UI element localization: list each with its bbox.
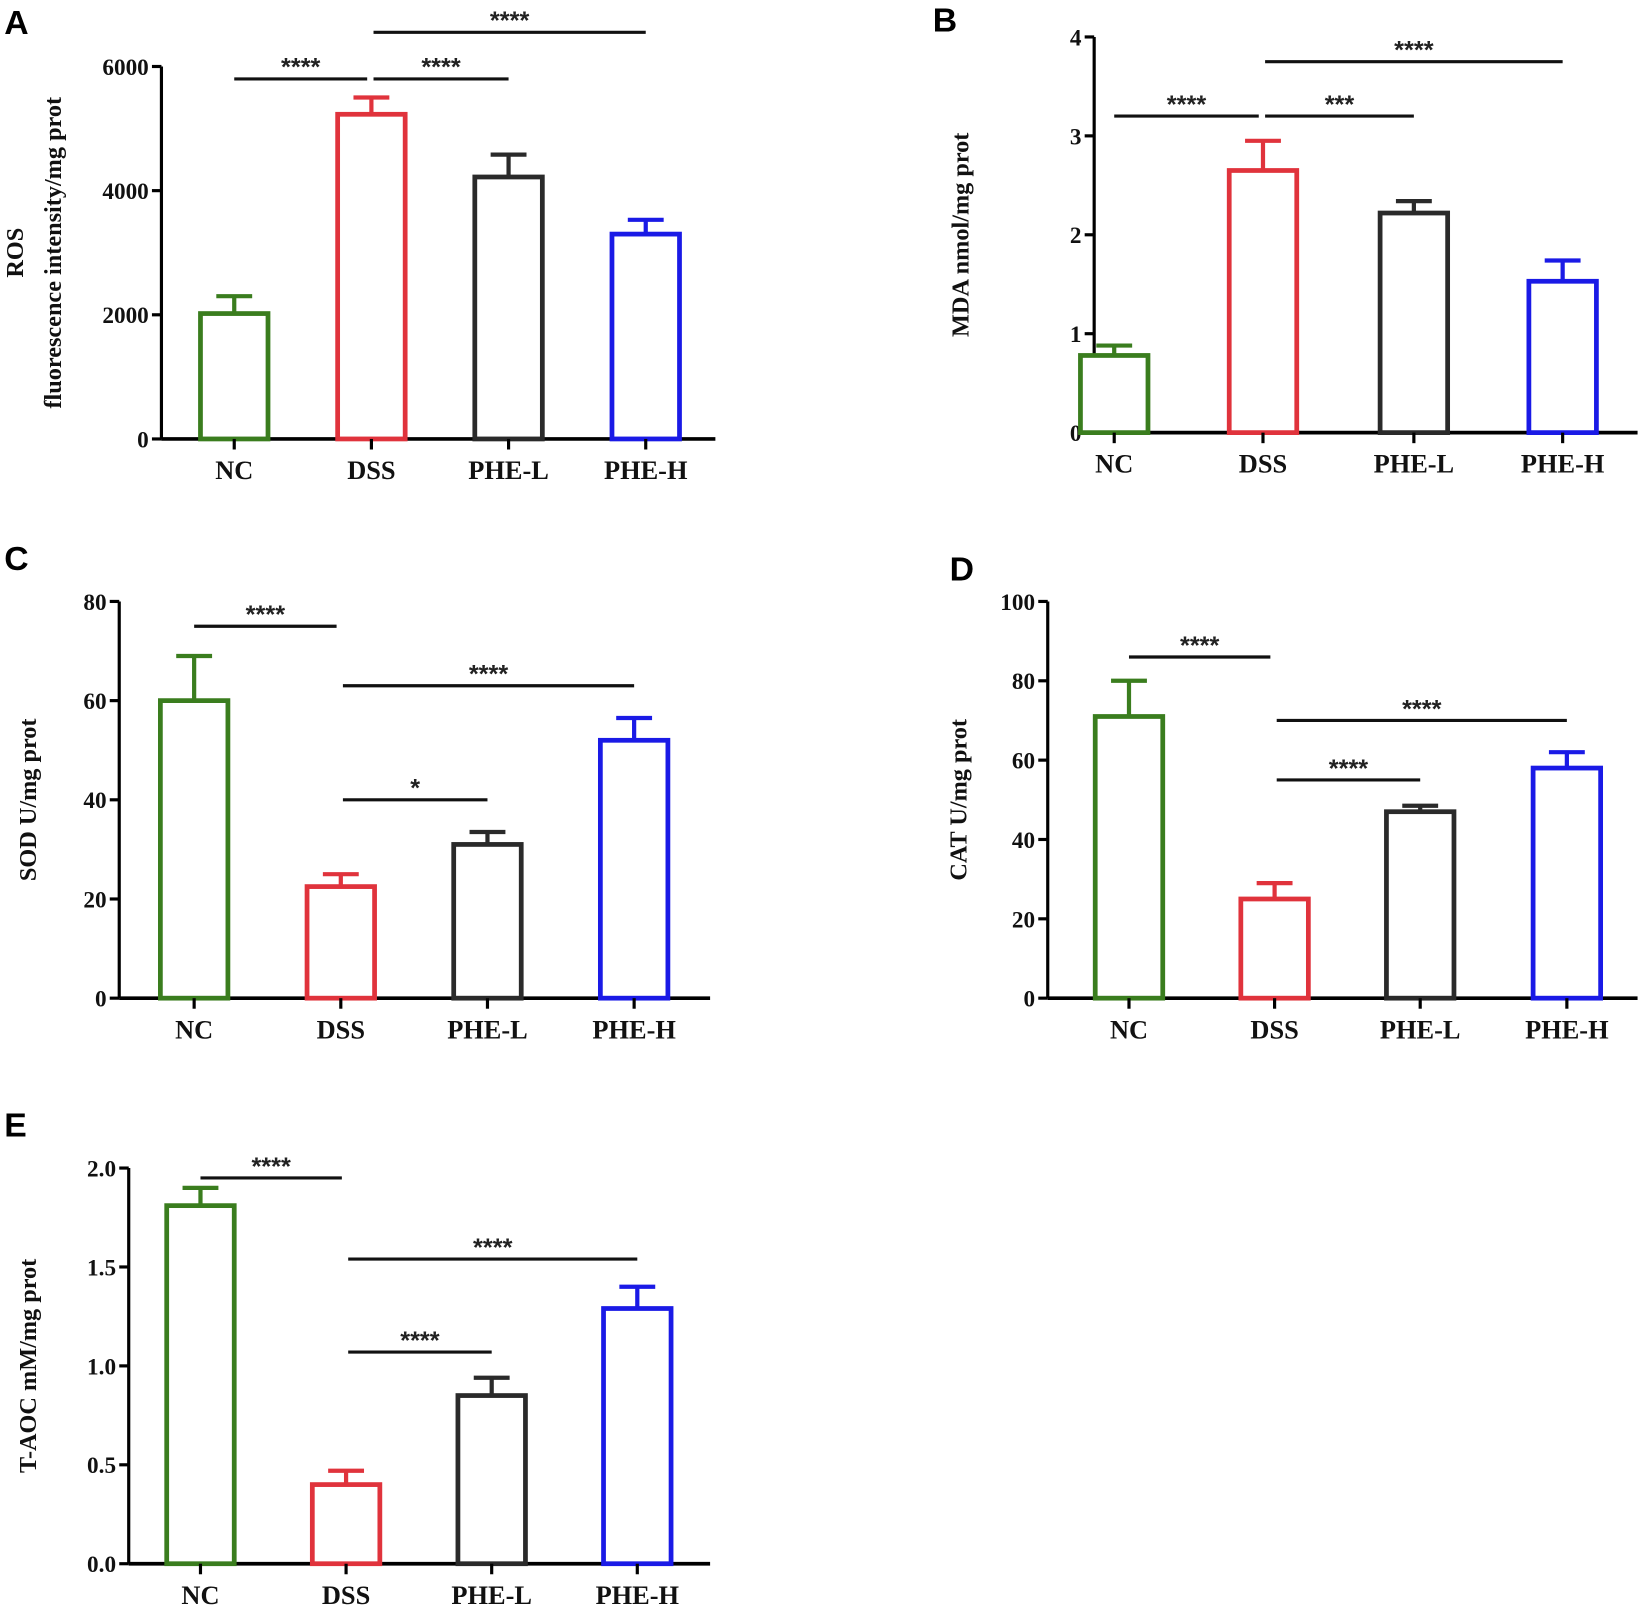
x-tick-label: DSS bbox=[322, 1581, 370, 1607]
significance-label: **** bbox=[1394, 37, 1434, 65]
y-axis-label: SOD U/mg prot bbox=[15, 719, 42, 882]
y-tick-label: 1.5 bbox=[87, 1255, 116, 1281]
y-tick-label: 60 bbox=[1012, 749, 1035, 775]
y-tick-label: 60 bbox=[83, 689, 106, 715]
y-tick-label: 0.0 bbox=[87, 1552, 116, 1578]
panel-letter: E bbox=[4, 1106, 27, 1144]
x-tick-label: PHE-H bbox=[604, 456, 688, 485]
bar-dss bbox=[335, 111, 408, 442]
x-tick-label: PHE-L bbox=[1380, 1015, 1461, 1044]
significance-label: **** bbox=[400, 1327, 440, 1355]
significance-label: **** bbox=[251, 1153, 291, 1181]
panel-letter: C bbox=[4, 540, 28, 578]
significance-label: **** bbox=[281, 54, 321, 82]
bar-phe-h bbox=[601, 1306, 674, 1567]
y-tick-label: 40 bbox=[1012, 828, 1035, 854]
significance-label: **** bbox=[1402, 695, 1442, 723]
significance-label: *** bbox=[1325, 91, 1355, 119]
y-tick-label: 0.5 bbox=[87, 1453, 116, 1479]
chart-panel-B: B 0 1 2 3 4 MDA nmol/mg prot NC DSS PHE-L PHE-H ***… bbox=[933, 2, 1638, 479]
bar-phe-h bbox=[1530, 765, 1604, 1001]
bar-dss bbox=[1226, 168, 1300, 435]
x-tick-label: PHE-H bbox=[1521, 450, 1605, 479]
x-tick-label: PHE-L bbox=[451, 1581, 532, 1607]
significance-label: **** bbox=[1167, 91, 1207, 119]
bar-phe-h bbox=[609, 231, 682, 442]
y-tick-label: 0 bbox=[137, 427, 149, 453]
y-tick-label: 2 bbox=[1070, 223, 1082, 249]
bar-nc bbox=[164, 1203, 237, 1567]
bar-dss bbox=[309, 1482, 383, 1567]
significance-label: **** bbox=[1329, 755, 1369, 783]
significance-label: **** bbox=[246, 601, 286, 629]
y-tick-label: 1.0 bbox=[87, 1354, 116, 1380]
x-tick-label: NC bbox=[1110, 1015, 1148, 1044]
panel-letter: B bbox=[933, 2, 957, 40]
y-tick-label: 1 bbox=[1070, 322, 1082, 348]
x-tick-label: PHE-L bbox=[1374, 450, 1455, 479]
y-tick-label: 0 bbox=[1070, 421, 1082, 447]
y-axis-label: CAT U/mg prot bbox=[945, 719, 972, 881]
y-tick-label: 20 bbox=[1012, 907, 1035, 933]
significance-label: **** bbox=[469, 661, 509, 689]
x-tick-label: NC bbox=[1095, 450, 1133, 479]
y-tick-label: 2000 bbox=[102, 303, 148, 329]
y-tick-label: 0 bbox=[1023, 987, 1035, 1013]
y-axis-label: T-AOC mM/mg prot bbox=[15, 1259, 42, 1473]
bar-phe-l bbox=[455, 1393, 528, 1567]
x-tick-label: DSS bbox=[1239, 450, 1287, 479]
bar-phe-l bbox=[1377, 210, 1451, 435]
x-tick-label: DSS bbox=[317, 1015, 365, 1044]
x-tick-label: PHE-L bbox=[447, 1015, 528, 1044]
bar-phe-l bbox=[472, 174, 545, 442]
x-tick-label: DSS bbox=[1250, 1015, 1298, 1044]
significance-label: * bbox=[410, 775, 420, 803]
y-axis-label: fluorescence intensity/mg prot bbox=[40, 97, 67, 409]
significance-label: **** bbox=[1180, 632, 1220, 660]
bar-phe-h bbox=[597, 737, 671, 1001]
x-tick-label: PHE-H bbox=[592, 1015, 676, 1044]
bar-nc bbox=[1078, 353, 1151, 435]
bar-phe-l bbox=[451, 842, 524, 1001]
bar-nc bbox=[158, 698, 231, 1001]
significance-label: **** bbox=[421, 54, 461, 82]
chart-panel-A: A 0 2000 4000 6000 ROS fluorescence intensity/… bbox=[2, 4, 716, 485]
bar-nc bbox=[1092, 714, 1166, 1001]
chart-panel-D: D 0 20 40 60 80 100 CAT U/mg prot NC DSS PHE-L PHE-… bbox=[945, 550, 1638, 1044]
y-tick-label: 100 bbox=[1000, 590, 1035, 616]
bar-phe-l bbox=[1384, 809, 1457, 1001]
bar-nc bbox=[198, 311, 271, 442]
y-axis-label: MDA nmol/mg prot bbox=[948, 133, 975, 337]
y-tick-label: 4000 bbox=[102, 179, 148, 205]
bar-dss bbox=[304, 884, 377, 1001]
y-tick-label: 20 bbox=[83, 887, 106, 913]
y-tick-label: 40 bbox=[83, 788, 106, 814]
bar-dss bbox=[1238, 896, 1311, 1001]
y-tick-label: 3 bbox=[1070, 124, 1082, 150]
x-tick-label: PHE-H bbox=[596, 1581, 680, 1607]
y-tick-label: 80 bbox=[83, 590, 106, 616]
x-tick-label: PHE-L bbox=[468, 456, 549, 485]
significance-label: **** bbox=[490, 7, 530, 35]
y-tick-label: 6000 bbox=[102, 55, 148, 81]
x-tick-label: DSS bbox=[347, 456, 395, 485]
x-tick-label: NC bbox=[175, 1015, 213, 1044]
y-axis-label: ROS bbox=[2, 228, 29, 278]
y-tick-label: 2.0 bbox=[87, 1156, 116, 1182]
y-tick-label: 80 bbox=[1012, 669, 1035, 695]
y-tick-label: 0 bbox=[95, 987, 107, 1013]
bar-phe-h bbox=[1526, 278, 1599, 435]
y-tick-label: 4 bbox=[1070, 25, 1082, 51]
panel-letter: A bbox=[4, 4, 28, 42]
x-tick-label: NC bbox=[181, 1581, 219, 1607]
panel-letter: D bbox=[950, 550, 974, 588]
significance-label: **** bbox=[473, 1234, 513, 1262]
chart-panel-E: E 0.0 0.5 1.0 1.5 2.0 T-AOC mM/mg prot NC DSS PHE… bbox=[4, 1106, 711, 1607]
x-tick-label: NC bbox=[215, 456, 253, 485]
x-tick-label: PHE-H bbox=[1525, 1015, 1609, 1044]
